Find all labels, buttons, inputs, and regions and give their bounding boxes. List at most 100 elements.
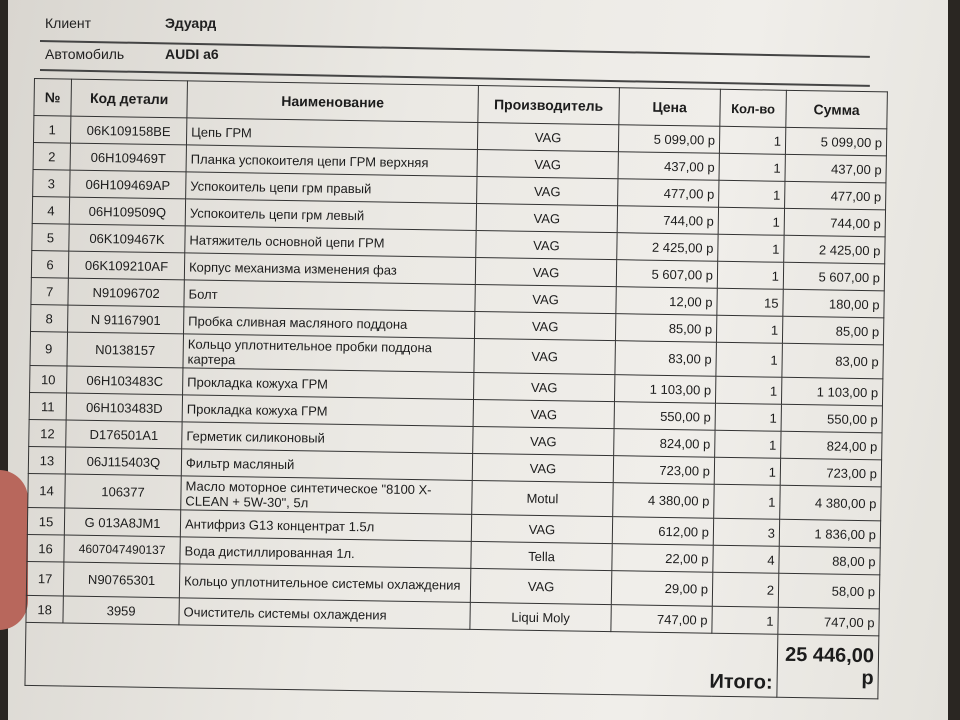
table-cell: N0138157 [66, 332, 184, 368]
table-cell: 1 [719, 126, 786, 155]
table-cell: 4 380,00 р [779, 485, 882, 521]
table-cell: 6 [31, 250, 69, 279]
table-cell: 1 [718, 180, 785, 209]
client-label: Клиент [45, 15, 92, 31]
table-cell: 1 103,00 р [614, 374, 716, 404]
table-cell: 3959 [62, 596, 180, 625]
table-cell: 83,00 р [614, 340, 717, 377]
table-cell: VAG [477, 122, 619, 152]
table-cell: 9 [29, 331, 68, 367]
table-cell: Liqui Moly [469, 602, 612, 632]
table-cell: 1 103,00 р [781, 377, 883, 406]
table-cell: Tella [470, 541, 613, 571]
total-label: Итого: [24, 622, 778, 698]
table-cell: D176501A1 [65, 420, 183, 449]
table-cell: Масло моторное синтетическое "8100 X-CLE… [180, 475, 473, 515]
table-cell: 1 [718, 153, 786, 182]
table-cell: 747,00 р [777, 607, 880, 636]
table-cell: 18 [25, 595, 64, 624]
table-cell: 5 099,00 р [618, 124, 720, 154]
table-cell: 1 [714, 430, 782, 459]
table-cell: 5 607,00 р [616, 259, 718, 289]
table-cell: 1 [717, 234, 785, 263]
table-cell: 2 425,00 р [616, 232, 719, 262]
table-cell: 4 380,00 р [612, 482, 715, 519]
table-cell: 06H109469T [70, 143, 187, 172]
table-cell: 22,00 р [611, 543, 714, 573]
client-row: Клиент Эдуард [45, 15, 216, 31]
table-cell: 723,00 р [613, 455, 715, 485]
table-cell: 14 [27, 473, 66, 509]
table-cell: 17 [26, 561, 64, 597]
table-cell: 7 [30, 277, 69, 306]
table-cell: 06K109210AF [68, 251, 185, 280]
table-cell: 12,00 р [615, 286, 718, 316]
table-cell: 1 [718, 207, 785, 236]
car-row: Автомобиль AUDI a6 [45, 46, 219, 62]
table-cell: Кольцо уплотнительное системы охлаждения [179, 563, 471, 603]
table-cell: VAG [477, 149, 619, 179]
table-cell: 477,00 р [784, 181, 886, 210]
total-row: Итого: 25 446,00 р [24, 622, 879, 699]
table-cell: VAG [471, 514, 613, 544]
table-cell: 1 [716, 315, 783, 344]
table-cell: 1 [711, 606, 779, 635]
table-cell: VAG [474, 284, 617, 314]
column-header: Наименование [186, 80, 479, 123]
table-cell: N 91167901 [67, 305, 184, 334]
table-cell: VAG [472, 426, 615, 456]
table-cell: 13 [28, 446, 66, 475]
table-cell: VAG [470, 568, 612, 605]
table-cell: 612,00 р [612, 516, 714, 546]
table-cell: N91096702 [67, 278, 185, 307]
table-cell: 1 [715, 403, 782, 432]
column-header: Цена [618, 87, 721, 127]
table-cell: 824,00 р [780, 431, 883, 460]
table-cell: 2 [33, 142, 71, 171]
total-value: 25 446,00 р [776, 634, 879, 699]
table-cell: VAG [472, 453, 614, 483]
table-cell: Motul [471, 480, 614, 517]
table-cell: 11 [29, 392, 67, 421]
table-cell: 4607047490137 [63, 535, 181, 564]
table-cell: VAG [475, 230, 618, 260]
table-cell: 477,00 р [617, 178, 719, 208]
table-cell: 88,00 р [778, 546, 881, 575]
column-header: № [33, 78, 72, 117]
table-cell: 1 [715, 342, 783, 378]
table-cell: 1 [715, 376, 782, 405]
column-header: Кол-во [719, 89, 787, 128]
table-cell: 5 607,00 р [783, 262, 885, 291]
invoice-paper [8, 0, 948, 720]
column-header: Сумма [785, 90, 888, 129]
table-cell: 3 [32, 169, 71, 198]
table-cell: Кольцо уплотнительное пробки поддона кар… [182, 333, 475, 373]
table-cell: N90765301 [63, 562, 180, 598]
table-cell: 550,00 р [781, 404, 883, 433]
table-cell: 2 [712, 572, 779, 608]
table-cell: 550,00 р [614, 401, 716, 431]
table-cell: 747,00 р [610, 604, 713, 634]
table-cell: VAG [476, 203, 618, 233]
table-cell: 1 836,00 р [779, 519, 881, 548]
table-cell: 10 [29, 365, 67, 394]
table-cell: VAG [473, 338, 616, 375]
table-cell: 106377 [64, 474, 182, 510]
table-cell: VAG [475, 257, 617, 287]
table-cell: 744,00 р [784, 208, 886, 237]
table-cell: 180,00 р [782, 289, 885, 318]
table-cell: 1 [33, 115, 71, 144]
table-cell: 4 [712, 545, 780, 574]
table-cell: 58,00 р [778, 573, 880, 609]
table-cell: 2 425,00 р [783, 235, 886, 264]
table-cell: 06H103483C [66, 366, 183, 395]
table-cell: 29,00 р [611, 570, 713, 607]
table-cell: 744,00 р [617, 205, 719, 235]
table-cell: 85,00 р [615, 313, 717, 343]
table-cell: 4 [32, 196, 70, 225]
table-cell: 85,00 р [782, 316, 884, 345]
table-cell: 06K109467K [68, 224, 186, 253]
table-cell: 1 [714, 457, 781, 486]
table-cell: VAG [476, 176, 618, 206]
table-cell: 06H109509Q [69, 197, 186, 226]
